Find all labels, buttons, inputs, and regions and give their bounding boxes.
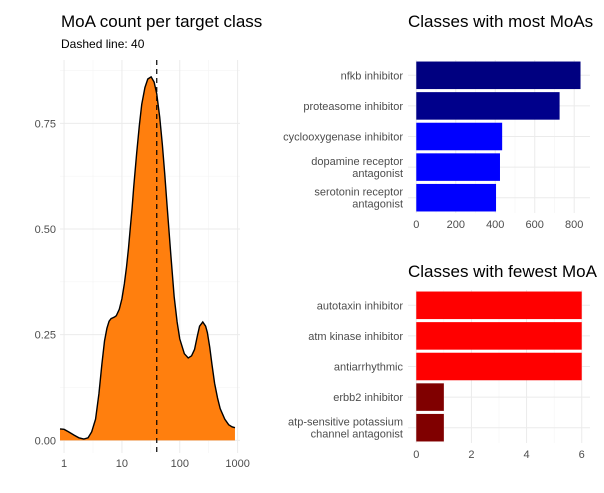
most-moa-x-tick-label: 800 (565, 219, 583, 231)
most-moa-category-labels: nfkb inhibitor proteasome inhibitor cycloo… (283, 70, 403, 210)
fewest-moa-category-label: atp-sensitive potassium channel antagonis… (288, 417, 403, 441)
density-y-axis: 0.00 0.25 0.50 0.75 (35, 118, 56, 447)
most-moa-panel: Classes with most MoAs nfkb inhibitor pro… (283, 12, 593, 231)
most-moa-bars (416, 61, 581, 212)
most-moa-category-label: serotonin receptor antagonist (314, 187, 403, 211)
most-moa-category-label: proteasome inhibitor (303, 101, 403, 113)
density-x-axis: 1 10 100 1000 (61, 458, 250, 470)
density-y-tick-label: 0.50 (35, 224, 56, 236)
most-moa-bar (416, 122, 503, 151)
most-moa-bar (416, 92, 560, 120)
fewest-moa-category-labels: autotaxin inhibitor atm kinase inhibitor a… (288, 300, 403, 440)
most-moa-x-axis: 0 200 400 600 800 (413, 219, 583, 231)
most-moa-x-tick-label: 400 (486, 219, 504, 231)
most-moa-bar (416, 153, 500, 181)
fewest-moa-category-label: erbb2 inhibitor (333, 392, 403, 404)
density-chart-title: MoA count per target class (61, 12, 262, 31)
fewest-moa-chart-title: Classes with fewest MoA (408, 262, 598, 281)
fewest-moa-bar (416, 413, 444, 442)
density-chart-subtitle: Dashed line: 40 (61, 37, 145, 51)
fewest-moa-bar (416, 352, 582, 381)
density-y-tick-label: 0.00 (35, 435, 56, 447)
fewest-moa-panel: Classes with fewest MoA autotaxin inhibi… (288, 262, 598, 461)
fewest-moa-bar (416, 291, 582, 320)
density-panel: MoA count per target class Dashed line: … (35, 12, 263, 470)
most-moa-x-tick-label: 600 (526, 219, 544, 231)
fewest-moa-x-tick-label: 2 (468, 449, 474, 461)
most-moa-category-label: dopamine receptor antagonist (311, 156, 403, 180)
most-moa-x-tick-label: 200 (447, 219, 465, 231)
fewest-moa-category-label: atm kinase inhibitor (308, 331, 403, 343)
most-moa-category-label: nfkb inhibitor (341, 70, 404, 82)
most-moa-x-tick-label: 0 (413, 219, 419, 231)
density-x-tick-label: 10 (116, 458, 128, 470)
fewest-moa-bar (416, 322, 582, 350)
fewest-moa-x-tick-label: 6 (579, 449, 585, 461)
density-x-tick-label: 100 (171, 458, 189, 470)
fewest-moa-bar (416, 383, 444, 411)
most-moa-category-label: cyclooxygenase inhibitor (283, 132, 403, 144)
density-x-tick-label: 1000 (225, 458, 249, 470)
most-moa-bar (416, 61, 581, 90)
density-y-tick-label: 0.25 (35, 330, 56, 342)
density-y-tick-label: 0.75 (35, 118, 56, 130)
fewest-moa-x-tick-label: 4 (524, 449, 530, 461)
fewest-moa-category-label: autotaxin inhibitor (317, 300, 404, 312)
fewest-moa-category-label: antiarrhythmic (334, 362, 404, 374)
fewest-moa-bars (416, 291, 582, 442)
most-moa-chart-title: Classes with most MoAs (408, 12, 593, 31)
fewest-moa-x-axis: 0 2 4 6 (413, 449, 585, 461)
density-x-tick-label: 1 (61, 458, 67, 470)
density-outline (59, 75, 236, 440)
fewest-moa-x-tick-label: 0 (413, 449, 419, 461)
most-moa-bar (416, 183, 497, 212)
